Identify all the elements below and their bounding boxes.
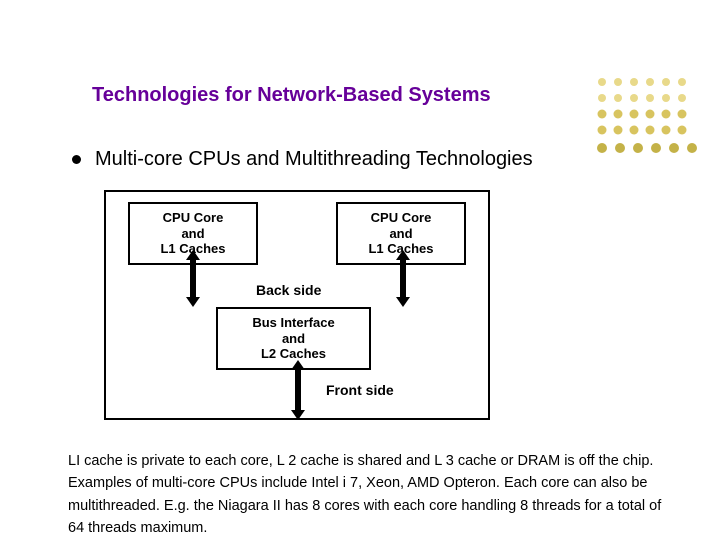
frontside-label: Front side: [326, 382, 394, 398]
bus-interface-label: Bus InterfaceandL2 Caches: [252, 315, 334, 361]
architecture-diagram: CPU CoreandL1 Caches CPU CoreandL1 Cache…: [104, 190, 490, 420]
page-title: Technologies for Network-Based Systems: [92, 84, 491, 107]
arrow-left-icon: [186, 250, 200, 307]
arrow-front-icon: [291, 360, 305, 420]
decorative-dots-icon: [592, 72, 702, 172]
bullet-text: Multi-core CPUs and Multithreading Techn…: [95, 148, 533, 171]
bullet-item: Multi-core CPUs and Multithreading Techn…: [72, 148, 533, 171]
bullet-dot-icon: [72, 155, 81, 164]
arrow-right-icon: [396, 250, 410, 307]
description-paragraph: LI cache is private to each core, L 2 ca…: [68, 450, 668, 540]
backside-label: Back side: [256, 282, 321, 298]
